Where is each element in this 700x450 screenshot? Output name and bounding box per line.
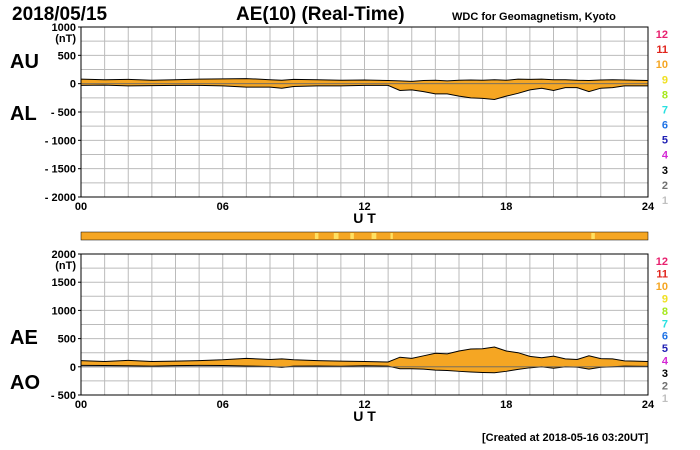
- station-bar-gap: [390, 233, 393, 239]
- ae-label: AE: [10, 327, 38, 349]
- legend-item-10: 10: [656, 281, 668, 293]
- legend-item-7: 7: [662, 104, 668, 116]
- date-label: 2018/05/15: [12, 4, 108, 25]
- station-bar-gap: [333, 233, 339, 239]
- legend-item-3: 3: [662, 368, 668, 380]
- legend-item-8: 8: [662, 89, 668, 101]
- y-tick-label: 1000: [52, 305, 76, 317]
- plot-frame: [80, 253, 649, 396]
- x-tick-label: 24: [642, 399, 655, 411]
- y-tick-label: 1000: [52, 22, 76, 34]
- legend-item-9: 9: [662, 293, 668, 305]
- x-tick-label: 12: [358, 399, 370, 411]
- station-count-bar: [80, 231, 649, 241]
- y-tick-label: 500: [58, 50, 76, 62]
- y-tick-label: - 1500: [45, 164, 76, 176]
- legend-item-2: 2: [662, 180, 668, 192]
- legend-item-3: 3: [662, 165, 668, 177]
- created-timestamp: [Created at 2018-05-16 03:20UT]: [482, 432, 649, 444]
- legend-item-4: 4: [662, 356, 669, 368]
- legend-item-6: 6: [662, 120, 668, 132]
- page-title: AE(10) (Real-Time): [236, 4, 405, 25]
- legend-item-2: 2: [662, 381, 668, 393]
- ao-label: AO: [10, 372, 40, 394]
- legend-item-7: 7: [662, 318, 668, 330]
- y-tick-label: - 500: [51, 390, 76, 402]
- x-tick-label: 00: [75, 201, 87, 213]
- y-unit-label: (nT): [55, 260, 76, 272]
- x-tick-label: 00: [75, 399, 87, 411]
- station-bar-gap: [350, 233, 354, 239]
- range-band: [81, 347, 648, 373]
- series-line-al: [80, 84, 648, 101]
- x-tick-label: 12: [358, 201, 370, 213]
- y-tick-label: 0: [70, 362, 76, 374]
- legend-item-1: 1: [662, 195, 668, 207]
- x-axis-label: U T: [353, 408, 376, 424]
- legend-item-5: 5: [662, 135, 668, 147]
- x-tick-label: 18: [500, 399, 512, 411]
- legend-item-8: 8: [662, 306, 668, 318]
- x-tick-label: 06: [217, 399, 229, 411]
- legend-item-11: 11: [656, 268, 668, 280]
- x-tick-label: 18: [500, 201, 512, 213]
- legend-item-1: 1: [662, 393, 668, 405]
- legend-item-4: 4: [662, 150, 669, 162]
- legend-item-5: 5: [662, 343, 668, 355]
- legend-item-12: 12: [656, 29, 668, 41]
- station-bar-gap: [314, 233, 319, 239]
- x-tick-label: 24: [642, 201, 655, 213]
- al-label: AL: [10, 103, 37, 125]
- y-tick-label: 0: [70, 79, 76, 91]
- legend-item-10: 10: [656, 59, 668, 71]
- y-tick-label: - 1000: [45, 135, 76, 147]
- legend-item-9: 9: [662, 74, 668, 86]
- legend-item-11: 11: [656, 44, 668, 56]
- legend-item-12: 12: [656, 256, 668, 268]
- station-bar-gap: [371, 233, 377, 239]
- station-bar-gap: [591, 233, 595, 239]
- y-tick-label: 2000: [52, 249, 76, 261]
- x-axis-label: U T: [353, 210, 376, 226]
- legend-item-6: 6: [662, 331, 668, 343]
- y-tick-label: - 2000: [45, 192, 76, 204]
- y-tick-label: 500: [58, 334, 76, 346]
- y-tick-label: - 500: [51, 107, 76, 119]
- y-unit-label: (nT): [55, 33, 76, 45]
- series-line-au: [80, 78, 649, 82]
- x-tick-label: 06: [217, 201, 229, 213]
- series-line-ae: [80, 346, 649, 363]
- au-label: AU: [10, 51, 39, 73]
- source-label: WDC for Geomagnetism, Kyoto: [452, 11, 616, 23]
- y-tick-label: 1500: [52, 277, 76, 289]
